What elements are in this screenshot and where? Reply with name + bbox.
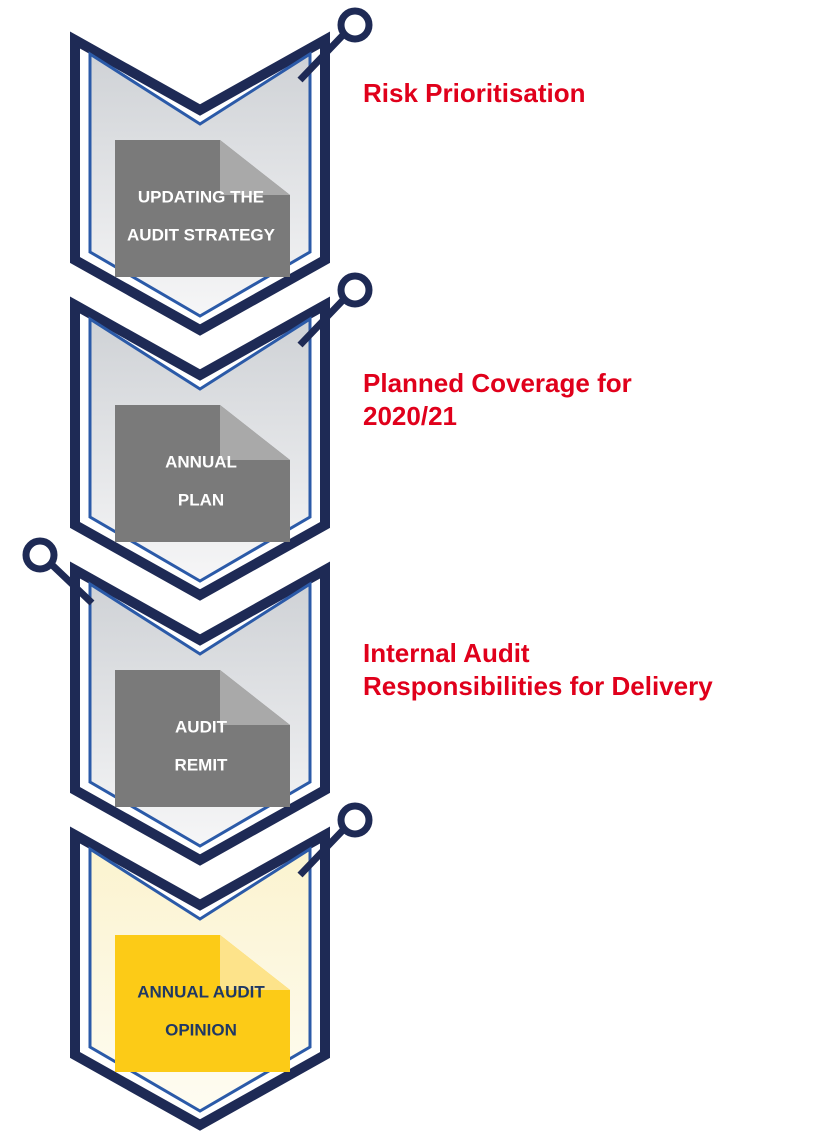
step-label: Responsibilities for Delivery: [363, 671, 713, 701]
document-fold: [220, 140, 290, 195]
step-label: Internal Audit: [363, 638, 530, 668]
connector-line: [297, 295, 348, 348]
step: UPDATING THE AUDIT STRATEGY Risk Prioritis…: [70, 7, 586, 336]
box-label: AUDIT STRATEGY: [127, 225, 276, 244]
step: ANNUAL AUDIT OPINION: [70, 802, 373, 1131]
step: AUDIT REMIT Internal AuditResponsibilities…: [22, 537, 713, 866]
step-label: Planned Coverage for: [363, 368, 632, 398]
connector-node: [337, 7, 373, 43]
connector-line: [47, 560, 95, 606]
box-label: AUDIT: [175, 717, 228, 736]
box-label: PLAN: [178, 490, 224, 509]
box-label: ANNUAL: [165, 452, 237, 471]
box-label: OPINION: [165, 1020, 237, 1039]
box-label: REMIT: [175, 755, 229, 774]
connector-node: [337, 272, 373, 308]
document-fold: [220, 670, 290, 725]
step-label: 2020/21: [363, 401, 457, 431]
connector-node: [22, 537, 58, 573]
box-label: ANNUAL AUDIT: [137, 982, 265, 1001]
document-fold: [220, 405, 290, 460]
document-fold: [220, 935, 290, 990]
connector-node: [337, 802, 373, 838]
connector-line: [297, 30, 348, 83]
connector-line: [297, 825, 348, 878]
box-label: UPDATING THE: [138, 187, 264, 206]
step-label: Risk Prioritisation: [363, 78, 586, 108]
